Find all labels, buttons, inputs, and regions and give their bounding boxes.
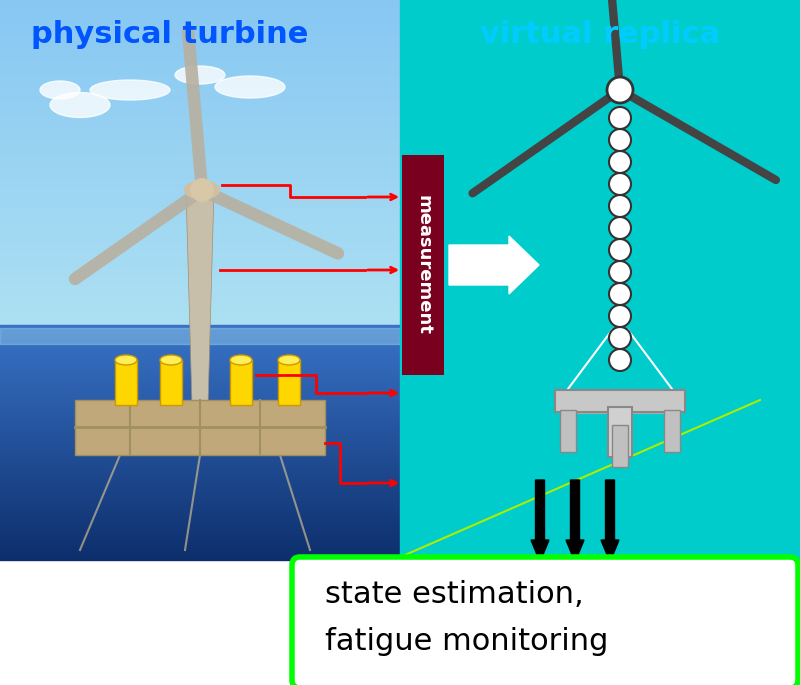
Bar (555, 390, 685, 412)
FancyArrow shape (449, 236, 539, 294)
Ellipse shape (40, 81, 80, 99)
Ellipse shape (160, 355, 182, 365)
Bar (608, 407, 632, 457)
Circle shape (609, 173, 631, 195)
Circle shape (609, 283, 631, 305)
FancyArrow shape (601, 480, 619, 562)
Ellipse shape (50, 92, 110, 118)
Circle shape (609, 349, 631, 371)
Text: state estimation,: state estimation, (325, 580, 584, 609)
FancyBboxPatch shape (292, 557, 798, 685)
Bar (612, 425, 628, 467)
Circle shape (609, 129, 631, 151)
FancyArrow shape (531, 480, 549, 562)
Circle shape (609, 195, 631, 217)
Bar (402, 155, 444, 375)
Circle shape (609, 217, 631, 239)
Circle shape (609, 261, 631, 283)
Ellipse shape (230, 355, 252, 365)
Text: measurement: measurement (414, 195, 432, 335)
Ellipse shape (115, 355, 137, 365)
Ellipse shape (185, 181, 219, 199)
Circle shape (609, 239, 631, 261)
Circle shape (607, 77, 633, 103)
Bar (160, 360, 182, 405)
Bar (560, 410, 576, 452)
Ellipse shape (215, 76, 285, 98)
Bar (400, 0, 800, 560)
Circle shape (191, 179, 213, 201)
Text: virtual replica: virtual replica (480, 20, 720, 49)
Circle shape (609, 151, 631, 173)
Polygon shape (186, 190, 214, 405)
Circle shape (609, 327, 631, 349)
Bar (75, 400, 325, 455)
Bar (278, 360, 300, 405)
Text: physical turbine: physical turbine (31, 20, 309, 49)
Ellipse shape (90, 80, 170, 100)
FancyArrow shape (566, 480, 584, 562)
Ellipse shape (175, 66, 225, 84)
Ellipse shape (278, 355, 300, 365)
Bar (230, 360, 252, 405)
Bar (115, 360, 137, 405)
Text: fatigue monitoring: fatigue monitoring (325, 627, 608, 656)
Circle shape (609, 305, 631, 327)
Circle shape (609, 107, 631, 129)
Circle shape (191, 179, 213, 201)
Bar (664, 410, 680, 452)
